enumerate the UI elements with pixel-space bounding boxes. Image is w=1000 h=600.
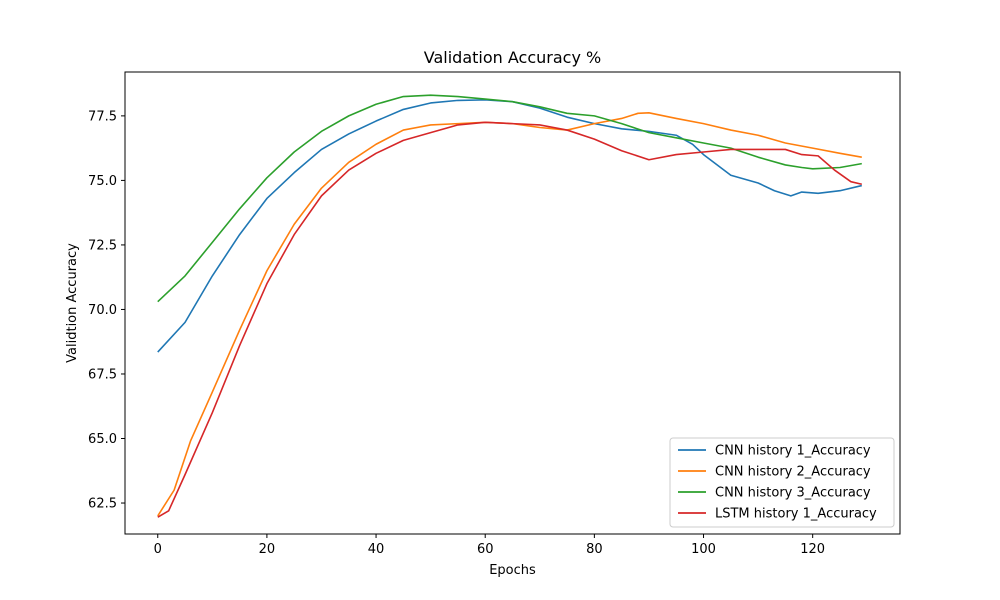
y-tick-label: 62.5 [88,497,117,512]
y-axis-ticks: 62.5 65.0 67.5 70.0 72.5 75.0 77.5 [88,109,125,512]
series-lines [157,94,862,518]
x-axis-label: Epochs [489,563,536,578]
y-axis-label: Validtion Accuracy [65,243,80,363]
chart-title: Validation Accuracy % [424,48,601,67]
x-tick-label: 40 [368,542,385,557]
series-line-4 [157,121,862,518]
x-tick-label: 100 [691,542,716,557]
legend-entry: CNN history 1_Accuracy [715,444,871,459]
legend-entry: CNN history 2_Accuracy [715,465,871,480]
legend-box [669,437,895,528]
y-tick-label: 70.0 [88,303,117,318]
legend: CNN history 1_Accuracy CNN history 2_Accu… [669,437,895,528]
y-tick-label: 72.5 [88,238,117,253]
legend-entry: LSTM history 1_Accuracy [715,507,877,522]
x-axis-ticks: 0 20 40 60 80 100 120 [154,534,825,557]
y-tick-label: 65.0 [88,432,117,447]
y-tick-label: 77.5 [88,109,117,124]
series-line-1 [157,99,862,353]
series-line-3 [157,94,862,303]
y-tick-label: 67.5 [88,367,117,382]
x-tick-label: 80 [586,542,603,557]
x-tick-label: 0 [154,542,162,557]
legend-entry: CNN history 3_Accuracy [715,486,871,501]
y-tick-label: 75.0 [88,174,117,189]
x-tick-label: 20 [259,542,276,557]
x-tick-label: 60 [477,542,494,557]
plot-frame [124,71,901,535]
x-tick-label: 120 [800,542,825,557]
